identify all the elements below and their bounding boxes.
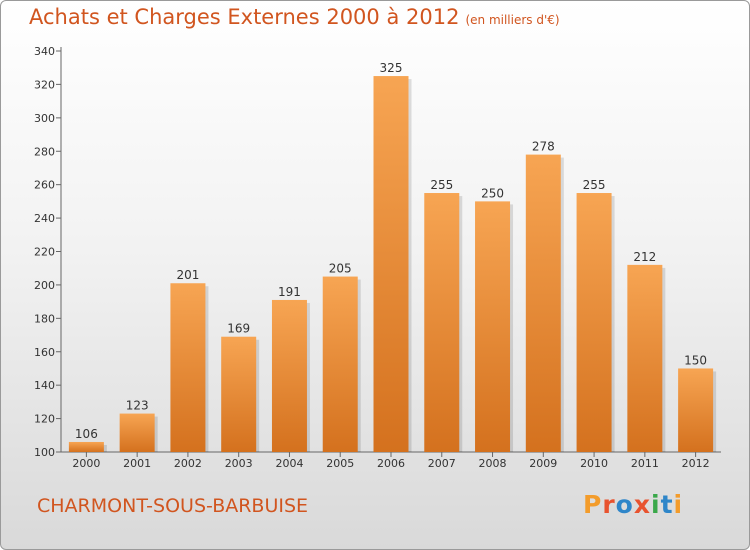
bar-2009 bbox=[525, 154, 561, 452]
bars bbox=[68, 76, 717, 453]
bar-2005 bbox=[322, 276, 358, 452]
y-tick-label: 240 bbox=[34, 212, 55, 225]
bar-2008 bbox=[475, 201, 511, 452]
data-label: 169 bbox=[227, 322, 250, 336]
data-label: 191 bbox=[278, 285, 301, 299]
x-tick-label: 2011 bbox=[631, 457, 659, 470]
data-label: 205 bbox=[329, 262, 352, 276]
y-axis: 100 120 140 160 180 200 220 240 260 280 300 320 340 bbox=[34, 45, 62, 459]
data-label: 325 bbox=[380, 61, 403, 75]
bar-2011 bbox=[627, 264, 663, 452]
logo-letter: r bbox=[602, 490, 616, 519]
y-tick-label: 260 bbox=[34, 179, 55, 192]
chart-title: Achats et Charges Externes 2000 à 2012 (e… bbox=[29, 5, 560, 29]
data-label: 106 bbox=[75, 427, 98, 441]
y-tick-label: 320 bbox=[34, 78, 55, 91]
logo-letter: o bbox=[615, 490, 634, 519]
bar-2007 bbox=[424, 193, 460, 453]
data-label: 123 bbox=[126, 399, 149, 413]
logo-letter: i bbox=[651, 490, 661, 519]
y-tick-label: 140 bbox=[34, 379, 55, 392]
y-tick-label: 100 bbox=[34, 446, 55, 459]
logo-letter: t bbox=[660, 490, 674, 519]
data-label: 150 bbox=[684, 353, 707, 367]
y-tick-label: 300 bbox=[34, 112, 55, 125]
logo-letter: x bbox=[633, 490, 651, 519]
bar-2012 bbox=[678, 368, 714, 452]
x-tick-label: 2008 bbox=[479, 457, 507, 470]
x-tick-label: 2010 bbox=[580, 457, 608, 470]
bar-2002 bbox=[170, 283, 206, 452]
y-tick-label: 340 bbox=[34, 45, 55, 58]
logo-letter: i bbox=[673, 490, 684, 519]
logo-letter: P bbox=[583, 490, 603, 519]
data-label: 212 bbox=[633, 250, 656, 264]
data-label: 201 bbox=[176, 268, 199, 282]
y-tick-label: 200 bbox=[34, 279, 55, 292]
x-tick-label: 2006 bbox=[377, 457, 405, 470]
x-tick-label: 2009 bbox=[529, 457, 557, 470]
data-label: 255 bbox=[430, 178, 453, 192]
x-tick-label: 2007 bbox=[428, 457, 456, 470]
x-tick-label: 2002 bbox=[174, 457, 202, 470]
x-tick-label: 2012 bbox=[682, 457, 710, 470]
title-text: Achats et Charges Externes 2000 à 2012 bbox=[29, 5, 460, 29]
bar-2003 bbox=[221, 336, 257, 452]
chart-subtitle: (en milliers d'€) bbox=[465, 13, 560, 27]
y-tick-label: 120 bbox=[34, 413, 55, 426]
bar-2004 bbox=[271, 299, 307, 452]
x-tick-label: 2000 bbox=[72, 457, 100, 470]
bar-2000 bbox=[68, 441, 104, 452]
data-label: 255 bbox=[583, 178, 606, 192]
y-tick-label: 180 bbox=[34, 312, 55, 325]
data-label: 250 bbox=[481, 186, 504, 200]
x-tick-label: 2004 bbox=[275, 457, 303, 470]
y-tick-label: 220 bbox=[34, 246, 55, 259]
data-labels: 106 123 201 169 191 205 325 255 250 278 255 212 150 bbox=[75, 61, 707, 441]
x-tick-label: 2005 bbox=[326, 457, 354, 470]
location-name: CHARMONT-SOUS-BARBUISE bbox=[37, 495, 309, 517]
bar-2006 bbox=[373, 76, 409, 452]
bar-2001 bbox=[119, 413, 155, 452]
y-tick-label: 280 bbox=[34, 145, 55, 158]
x-tick-label: 2003 bbox=[225, 457, 253, 470]
x-tick-label: 2001 bbox=[123, 457, 151, 470]
proxiti-logo: Proxiti bbox=[583, 490, 683, 519]
data-label: 278 bbox=[532, 140, 555, 154]
x-axis: 2000 2001 2002 2003 2004 2005 2006 2007 2008 2009… bbox=[61, 451, 721, 470]
bar-2010 bbox=[576, 193, 612, 453]
y-tick-label: 160 bbox=[34, 346, 55, 359]
